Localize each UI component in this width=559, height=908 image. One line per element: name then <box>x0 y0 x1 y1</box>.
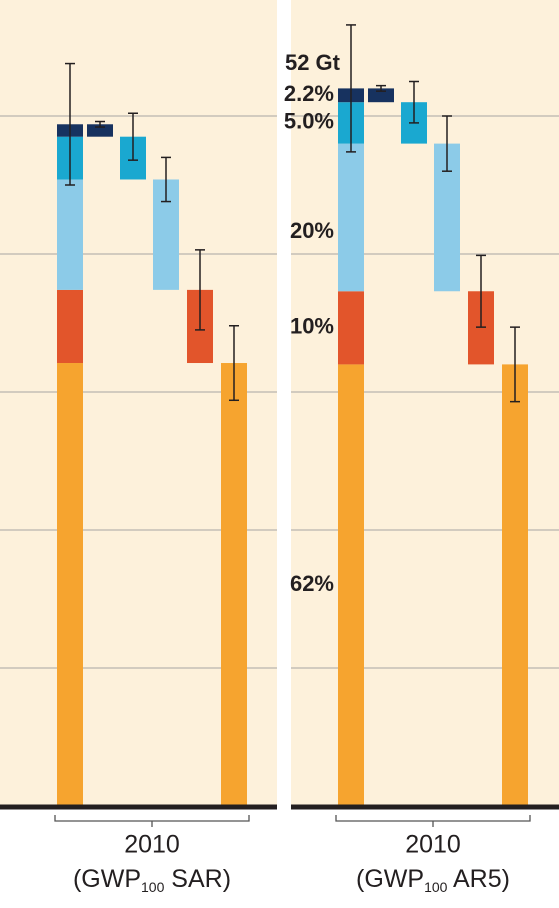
x-label-year: 2010 <box>405 831 461 859</box>
error-bar <box>442 115 452 172</box>
x-label-part: 100 <box>424 879 448 895</box>
error-bar <box>229 325 239 402</box>
share-label: 5.0% <box>284 109 334 134</box>
x-label-metric: (GWP100 SAR) <box>73 865 231 895</box>
error-bar <box>128 112 138 161</box>
stack-segment <box>338 291 364 365</box>
waterfall-bar <box>87 124 113 137</box>
x-label-part: 100 <box>141 879 165 895</box>
error-bar <box>195 249 205 331</box>
error-bar <box>476 254 486 328</box>
error-bar <box>346 24 356 153</box>
stack-segment <box>57 363 83 806</box>
brace <box>335 815 531 827</box>
x-label-part: SAR) <box>164 865 231 893</box>
waterfall-bar <box>502 364 528 806</box>
error-bar <box>95 120 105 128</box>
total-label: 52 Gt <box>285 50 341 75</box>
x-label-metric: (GWP100 AR5) <box>356 865 510 895</box>
stack-segment <box>338 143 364 292</box>
share-label: 20% <box>290 218 334 243</box>
error-bar <box>510 326 520 403</box>
share-label: 10% <box>290 314 334 339</box>
error-bar <box>376 84 386 92</box>
share-label: 2.2% <box>284 81 334 106</box>
error-bar <box>65 62 75 186</box>
waterfall-bar <box>221 363 247 806</box>
x-label-part: AR5) <box>447 865 510 893</box>
error-bar <box>161 156 171 203</box>
error-bar <box>409 80 419 124</box>
x-label-part: (GWP <box>73 865 141 893</box>
stack-segment <box>57 289 83 364</box>
stack-segment <box>338 364 364 806</box>
waterfall-bar <box>368 88 394 103</box>
share-label: 62% <box>290 571 334 596</box>
x-label-year: 2010 <box>124 831 180 859</box>
stack-segment <box>57 179 83 290</box>
brace <box>54 815 250 827</box>
x-label-part: (GWP <box>356 865 424 893</box>
